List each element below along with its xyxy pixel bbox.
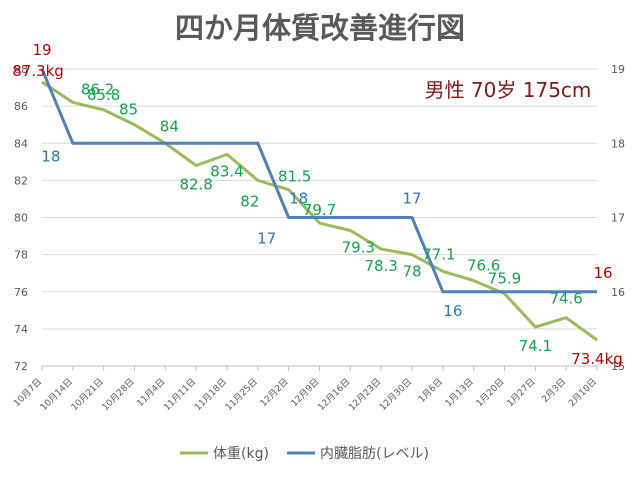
weight-data-label: 74.1 (519, 337, 552, 355)
weight-data-label: 78.3 (364, 257, 397, 275)
series-lines (40, 68, 598, 342)
weight-data-label: 86.2 (81, 80, 114, 98)
weight-data-label: 73.4kg (571, 350, 623, 368)
x-tick-label: 1月13日 (443, 376, 476, 409)
fat-data-label: 17 (402, 190, 421, 208)
weight-data-label: 83.4 (210, 162, 243, 180)
x-tick-label: 10月7日 (11, 376, 44, 409)
x-tick-label: 2月10日 (566, 376, 599, 409)
weight-data-label: 84 (160, 117, 179, 135)
x-tick-label: 10月14日 (38, 376, 75, 413)
legend-label-weight: 体重(kg) (213, 446, 269, 462)
y-left-tick: 86 (14, 100, 28, 113)
y-right-tick: 18 (611, 137, 625, 150)
x-tick-label: 2月3日 (540, 376, 569, 405)
legend: 体重(kg) 内臓脂肪(レベル) (180, 446, 429, 462)
weight-data-label: 74.6 (549, 290, 582, 308)
weight-data-label: 75.9 (488, 270, 521, 288)
fat-data-label: 17 (257, 230, 276, 248)
chart-title: 四か月体質改善進行図 (175, 11, 465, 45)
y-right-tick: 17 (611, 212, 625, 225)
y-left-tick: 82 (14, 174, 28, 187)
x-tick-label: 12月2日 (258, 376, 291, 409)
y-left-tick: 88 (14, 63, 28, 76)
x-tick-labels: 10月7日10月14日10月21日10月28日11月4日11月11日11月18日… (11, 376, 599, 413)
y-right-tick: 19 (611, 63, 625, 76)
fat-data-label: 16 (443, 302, 462, 320)
fat-data-label: 18 (41, 147, 60, 165)
y-right-tick-labels: 15 16 17 18 19 (611, 63, 625, 373)
x-tick-label: 11月25日 (223, 376, 260, 413)
x-tick-label: 12月9日 (289, 376, 322, 409)
data-labels: 87.3kg 86.285.885 84 82.883.4 82 81.5 79.7 79.3… (12, 41, 623, 368)
y-left-tick: 76 (14, 286, 28, 299)
weight-data-label: 85.8 (87, 86, 120, 104)
x-tick-label: 12月30日 (377, 376, 414, 413)
x-tick-label: 11月11日 (162, 376, 199, 413)
x-tick-label: 10月28日 (100, 376, 137, 413)
y-left-tick: 78 (14, 249, 28, 262)
series-line-fat (40, 68, 597, 294)
weight-data-label: 81.5 (278, 168, 311, 186)
weight-data-label: 85 (119, 101, 138, 119)
chart-subtitle: 男性 70岁 175cm (425, 78, 592, 102)
y-right-tick: 16 (611, 286, 625, 299)
y-left-tick: 84 (14, 137, 28, 150)
x-tick-label: 11月18日 (192, 376, 229, 413)
legend-label-fat: 内臓脂肪(レベル) (320, 446, 429, 462)
x-tick-label: 12月16日 (316, 376, 353, 413)
x-tick-label: 12月23日 (347, 376, 384, 413)
x-tick-label: 1月6日 (416, 376, 445, 405)
fat-data-label: 19 (32, 41, 51, 59)
x-tick-label: 10月21日 (69, 376, 106, 413)
y-left-tick: 80 (14, 212, 28, 225)
x-tick-label: 11月4日 (135, 376, 168, 409)
weight-data-label: 76.6 (467, 257, 500, 275)
series-line-weight (41, 80, 598, 342)
y-left-tick: 74 (14, 323, 28, 336)
weight-data-label: 87.3kg (12, 62, 64, 80)
y-right-tick: 15 (611, 360, 625, 373)
weight-data-label: 79.7 (303, 201, 336, 219)
fat-data-label: 16 (593, 264, 612, 282)
y-left-tick-labels: 72 74 76 78 80 82 84 86 88 (14, 63, 28, 373)
weight-data-label: 78 (402, 263, 421, 281)
weight-data-label: 77.1 (422, 245, 455, 263)
y-left-tick: 72 (14, 360, 28, 373)
weight-data-label: 82 (240, 192, 259, 210)
weight-data-label: 82.8 (179, 176, 212, 194)
x-tick-label: 1月20日 (474, 376, 507, 409)
x-tick-label: 1月27日 (505, 376, 538, 409)
weight-data-label: 79.3 (342, 238, 375, 256)
fat-data-label: 18 (289, 190, 308, 208)
